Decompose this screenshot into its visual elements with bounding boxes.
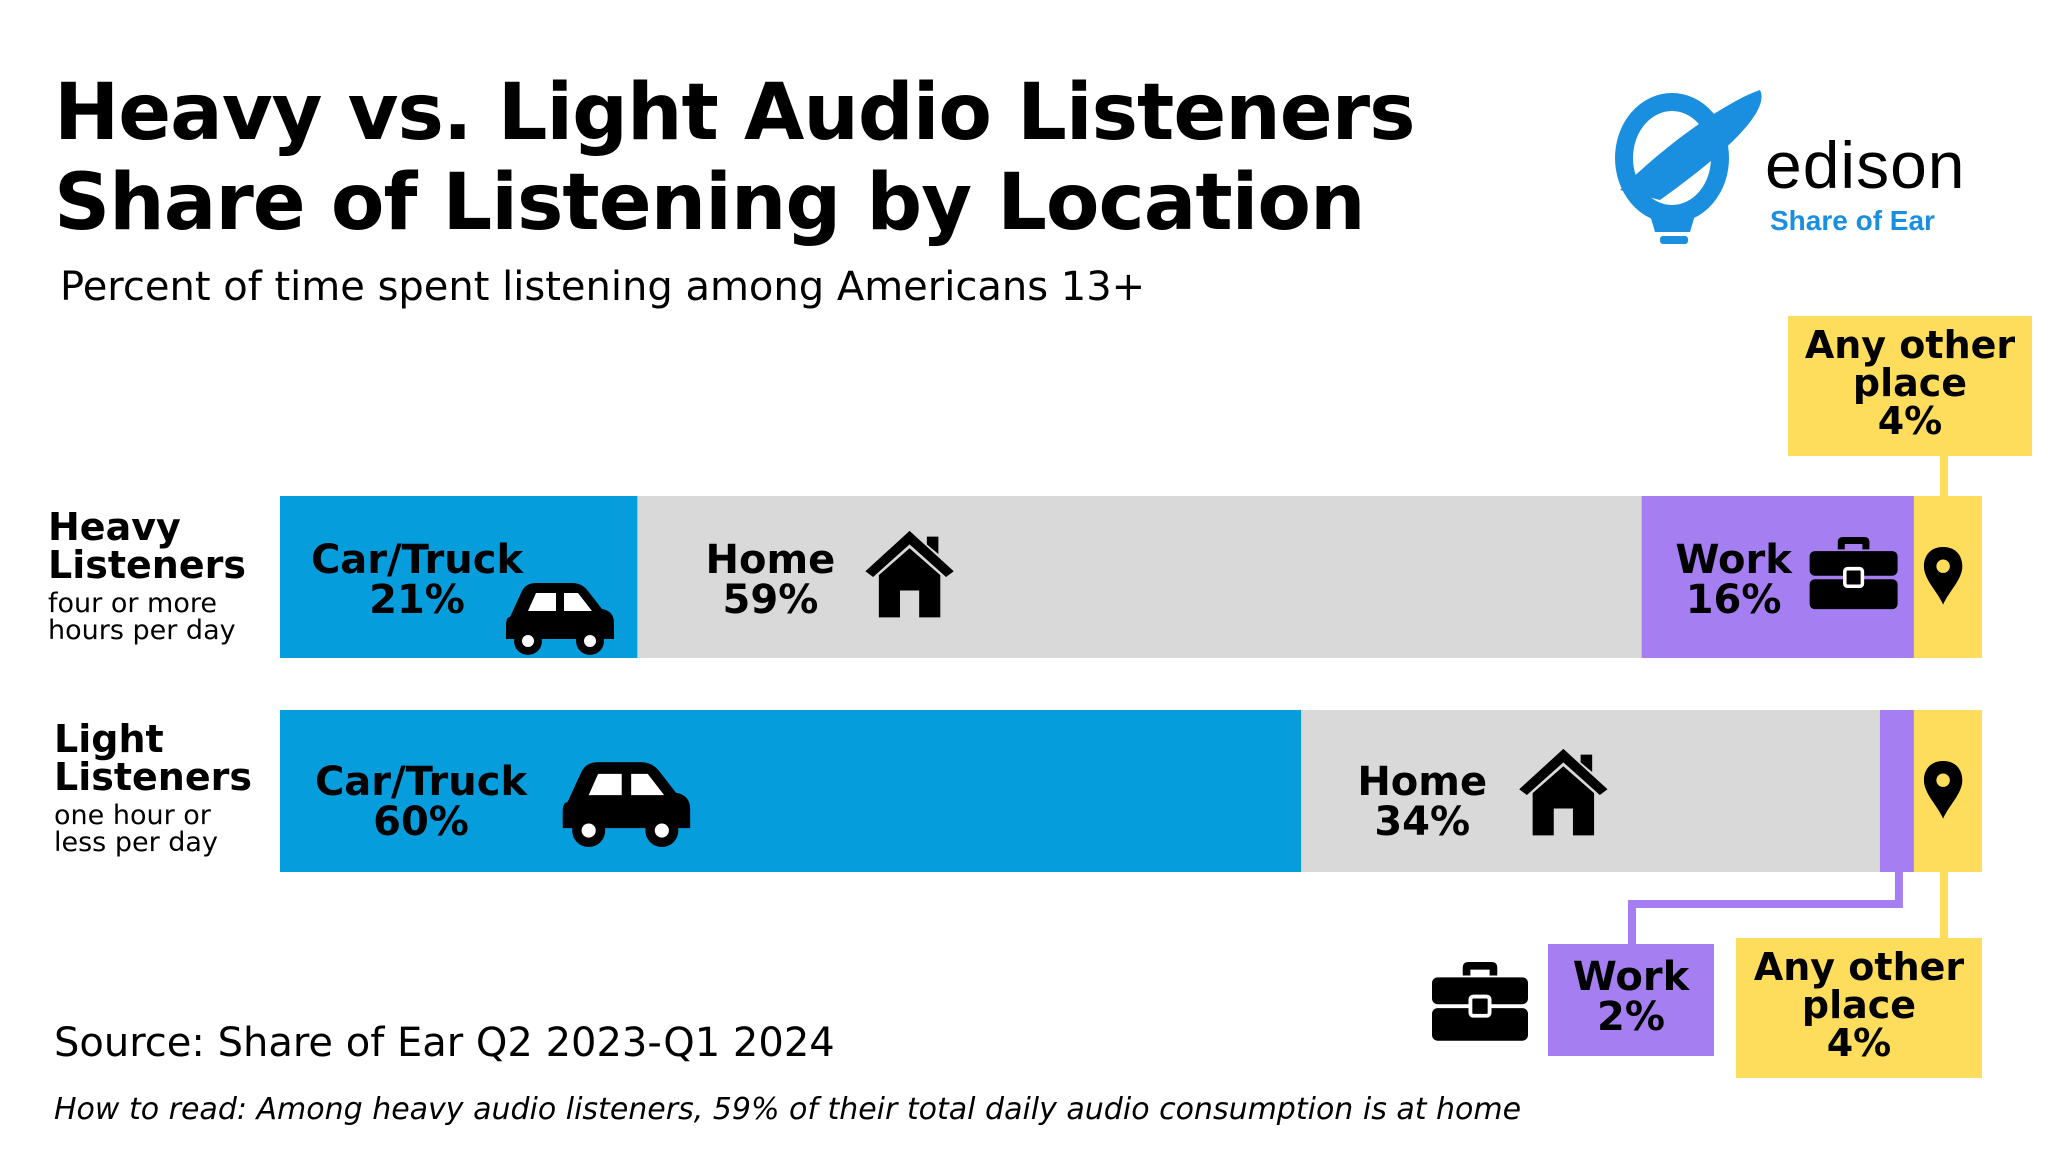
house-icon-light xyxy=(1519,748,1608,836)
row-label-light-sub-2: less per day xyxy=(54,827,218,858)
bar-light-car xyxy=(280,710,1302,872)
callout-light-work-name: Work xyxy=(1573,954,1691,1000)
row-label-heavy-title-1: Heavy xyxy=(48,505,181,549)
callout-heavy-other-line2: place xyxy=(1853,361,1967,405)
edison-bulb-icon xyxy=(1615,90,1762,244)
label-light-home-pct: 34% xyxy=(1374,799,1470,845)
label-heavy-home-pct: 59% xyxy=(723,577,819,623)
logo-tagline: Share of Ear xyxy=(1770,205,1935,236)
chart-title: Heavy vs. Light Audio Listeners Share of… xyxy=(54,68,1416,248)
row-label-heavy-sub-1: four or more xyxy=(48,588,217,619)
title-line-2: Share of Listening by Location xyxy=(54,158,1366,248)
bar-light-work xyxy=(1879,710,1914,872)
callout-leader-light-work xyxy=(1628,872,1903,944)
callout-heavy-other-pct: 4% xyxy=(1878,399,1943,443)
edison-logo: edison Share of Ear xyxy=(1610,80,2010,260)
label-heavy-work-pct: 16% xyxy=(1686,577,1782,623)
row-label-heavy: Heavy Listeners four or more hours per d… xyxy=(48,508,246,644)
callout-light-work-pct: 2% xyxy=(1597,994,1665,1040)
label-heavy-home-name: Home xyxy=(706,537,836,583)
bar-heavy-work xyxy=(1641,496,1914,658)
label-light-car-pct: 60% xyxy=(373,799,469,845)
map-pin-icon-heavy xyxy=(1923,547,1963,605)
row-label-light-title-1: Light xyxy=(54,717,164,761)
toolbox-icon-heavy xyxy=(1809,537,1898,610)
callout-light-other-line1: Any other xyxy=(1754,945,1965,989)
row-label-light-sub-1: one hour or xyxy=(54,800,211,831)
toolbox-icon-light xyxy=(1432,962,1528,1041)
car-icon-light xyxy=(562,762,691,848)
map-pin-icon-light xyxy=(1923,761,1963,819)
callout-light-other-line2: place xyxy=(1802,983,1916,1027)
car-icon-heavy xyxy=(506,583,614,655)
callout-box-light-work xyxy=(1548,944,1714,1056)
callout-heavy-other-line1: Any other xyxy=(1805,323,2016,367)
source-note: Source: Share of Ear Q2 2023-Q1 2024 xyxy=(54,1020,835,1066)
callout-box-heavy-other xyxy=(1788,316,2032,456)
bar-heavy-home xyxy=(637,496,1642,658)
row-label-light: Light Listeners one hour or less per day xyxy=(54,720,252,856)
row-label-light-title-2: Listeners xyxy=(54,755,252,799)
title-line-1: Heavy vs. Light Audio Listeners xyxy=(54,68,1416,158)
house-icon-heavy xyxy=(865,530,954,618)
callout-box-light-other xyxy=(1736,938,1982,1078)
chart-subtitle: Percent of time spent listening among Am… xyxy=(60,264,1146,310)
label-light-home-name: Home xyxy=(1357,759,1487,805)
label-heavy-car-pct: 21% xyxy=(369,577,465,623)
row-label-heavy-sub-2: hours per day xyxy=(48,615,236,646)
label-light-car-name: Car/Truck xyxy=(315,759,528,805)
row-label-heavy-title-2: Listeners xyxy=(48,543,246,587)
callout-light-other-pct: 4% xyxy=(1827,1021,1892,1065)
how-to-read-note: How to read: Among heavy audio listeners… xyxy=(54,1092,1522,1127)
label-heavy-car-name: Car/Truck xyxy=(311,537,524,583)
label-heavy-work-name: Work xyxy=(1675,537,1793,583)
logo-wordmark: edison xyxy=(1765,128,1966,202)
